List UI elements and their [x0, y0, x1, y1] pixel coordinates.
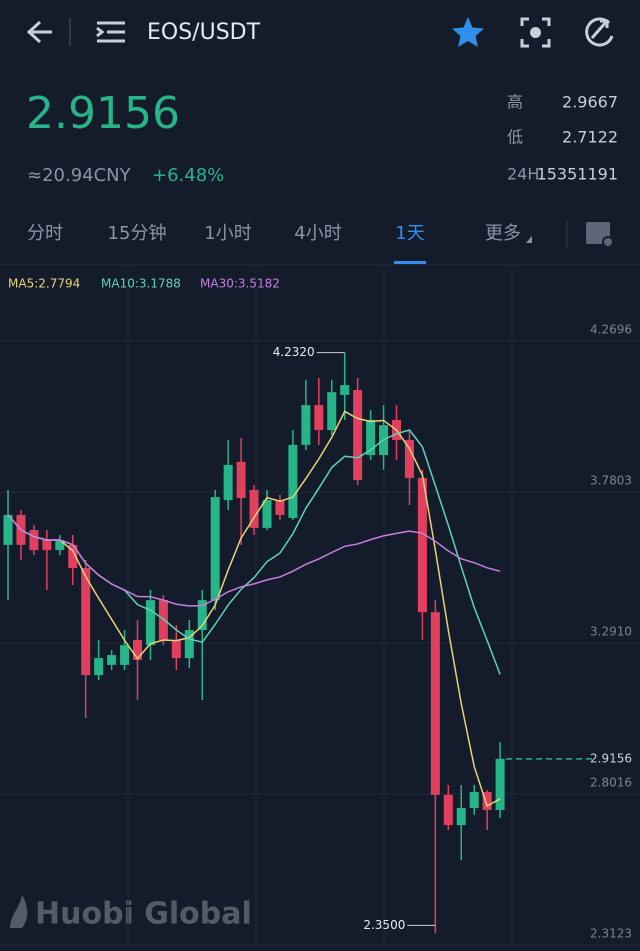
candle-body	[288, 444, 298, 519]
menu-button[interactable]	[96, 21, 125, 43]
candle-body	[482, 792, 492, 810]
indicator-label: MA30:3.5182	[200, 277, 280, 291]
chart-settings-button[interactable]	[586, 222, 614, 248]
tab[interactable]: 分时	[27, 223, 63, 244]
candle-body	[210, 497, 220, 601]
change-percent: +6.48%	[152, 165, 224, 186]
y-tick-label: 2.8016	[590, 776, 632, 790]
candle-body	[340, 385, 350, 395]
y-tick-label: 3.2910	[590, 625, 632, 639]
tab[interactable]: 4小时	[294, 223, 341, 244]
candle-body	[42, 539, 52, 551]
candle-body	[81, 568, 91, 676]
candle-body	[262, 500, 272, 528]
candle-body	[366, 419, 376, 456]
candle-body	[469, 792, 479, 809]
y-tick-label: 2.3123	[590, 927, 632, 941]
stat-value: 2.7122	[562, 128, 618, 147]
candle-body	[275, 500, 285, 515]
y-tick-label: 3.7803	[590, 474, 632, 488]
stat-label: 24H	[507, 165, 539, 184]
candle-body	[417, 477, 427, 613]
candle-body	[236, 461, 246, 498]
candle-body	[184, 630, 194, 659]
candle-body	[55, 539, 65, 551]
back-button[interactable]	[26, 20, 52, 44]
tab-underline	[394, 261, 426, 264]
candle-body	[495, 758, 505, 810]
candle-body	[120, 645, 130, 665]
scan-button[interactable]	[520, 17, 551, 48]
stat-value: 15351191	[537, 165, 618, 184]
watermark-logo	[10, 895, 28, 928]
watermark: Huobi Global	[35, 897, 252, 932]
more-arrow	[526, 236, 532, 243]
candle-body	[430, 612, 440, 795]
candle-body	[94, 658, 104, 676]
candle-body	[353, 389, 363, 481]
candle-body	[404, 439, 414, 478]
candle-body	[3, 514, 13, 545]
tab[interactable]: 15分钟	[108, 223, 167, 244]
share-button[interactable]	[585, 17, 614, 47]
candle-body	[197, 600, 207, 631]
indicator-label: MA5:2.7794	[8, 277, 80, 291]
tab[interactable]: 1天	[395, 223, 424, 244]
candle-body	[327, 392, 337, 431]
ma-line	[7, 514, 501, 607]
pair-title: EOS/USDT	[147, 20, 261, 45]
indicator-label: MA10:3.1788	[101, 277, 181, 291]
annotation-label: 4.2320	[273, 345, 315, 359]
candle-body	[133, 639, 142, 660]
candle-body	[29, 530, 39, 551]
cny-price: ≈20.94CNY	[27, 165, 132, 186]
candle-body	[107, 655, 117, 665]
tab[interactable]: 更多	[485, 223, 521, 244]
stat-value: 2.9667	[562, 93, 618, 112]
y-tick-label: 4.2696	[590, 323, 632, 337]
favorite-button[interactable]	[452, 17, 484, 47]
stat-label: 高	[507, 93, 523, 112]
last-price-label: 2.9156	[590, 751, 632, 765]
candle-body	[68, 544, 78, 569]
candle-body	[301, 405, 311, 445]
candle-body	[443, 794, 453, 826]
candle-body	[171, 639, 181, 659]
tab[interactable]: 1小时	[204, 223, 251, 244]
candle-body	[314, 405, 324, 431]
candle-body	[223, 464, 233, 501]
ma-line	[7, 410, 501, 808]
candle-body	[145, 600, 155, 646]
current-price: 2.9156	[26, 88, 180, 139]
candle-body	[456, 808, 466, 826]
annotation-label: 2.3500	[363, 918, 405, 932]
stat-label: 低	[507, 128, 523, 147]
candle-body	[249, 489, 259, 528]
